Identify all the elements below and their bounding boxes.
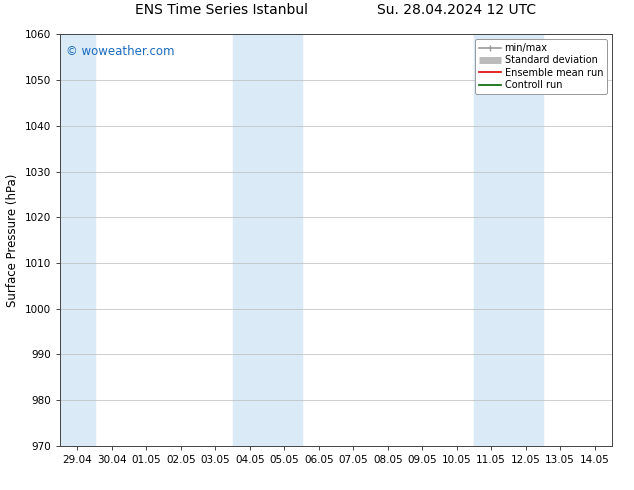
Text: ENS Time Series Istanbul: ENS Time Series Istanbul (136, 3, 308, 17)
Bar (474, 34, 543, 446)
Bar (60, 34, 94, 446)
Text: © woweather.com: © woweather.com (66, 45, 174, 58)
Text: Su. 28.04.2024 12 UTC: Su. 28.04.2024 12 UTC (377, 3, 536, 17)
Y-axis label: Surface Pressure (hPa): Surface Pressure (hPa) (6, 173, 20, 307)
Bar (233, 34, 302, 446)
Legend: min/max, Standard deviation, Ensemble mean run, Controll run: min/max, Standard deviation, Ensemble me… (476, 39, 607, 94)
